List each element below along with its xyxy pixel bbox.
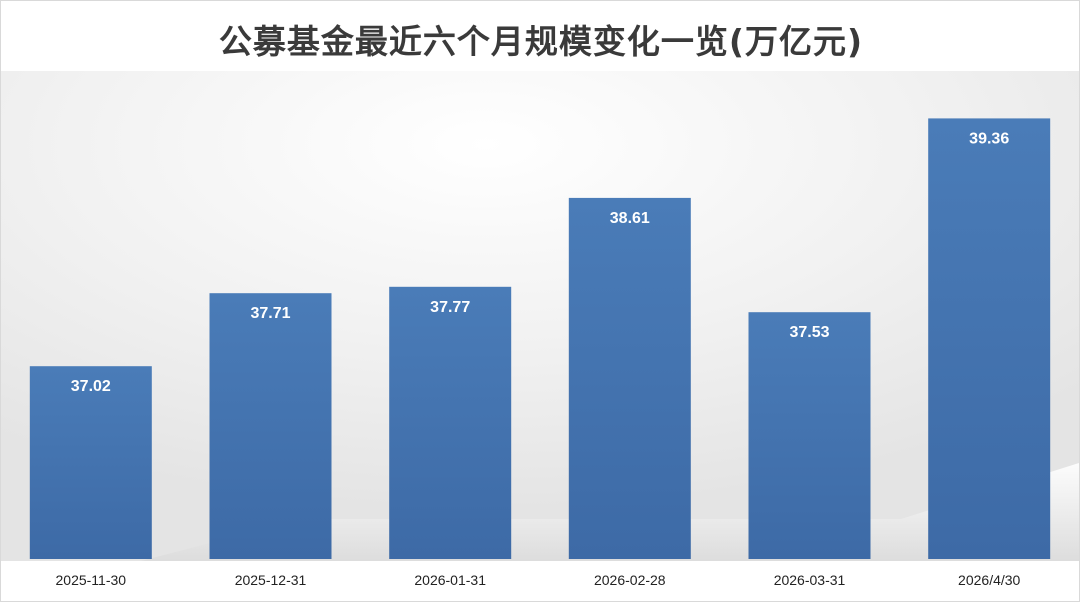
bar-value-label: 38.61: [610, 210, 650, 227]
bar-2026/4/30: [928, 118, 1051, 560]
bar-value-labels: 37.02 37.71 37.77 38.61 37.53 39.36: [71, 130, 1010, 395]
x-tick-label: 2026/4/30: [958, 572, 1020, 588]
plot-background: [1, 71, 1079, 561]
x-tick-label: 2026-02-28: [594, 572, 666, 588]
bar-2025-12-31: [209, 293, 332, 559]
x-tick-label: 2025-11-30: [56, 572, 127, 588]
bar-value-label: 37.77: [430, 299, 470, 316]
bar-2026-03-31: [748, 312, 871, 559]
x-tick-label: 2026-03-31: [774, 572, 846, 588]
bar-2026-01-31: [389, 286, 512, 559]
x-tick-label: 2025-12-31: [235, 572, 307, 588]
bar-value-label: 39.36: [969, 130, 1009, 147]
chart-title: 公募基金最近六个月规模变化一览(万亿元): [218, 22, 864, 61]
x-axis-tick-labels: 2025-11-30 2025-12-31 2026-01-31 2026-02-28…: [56, 572, 1021, 588]
bar-value-label: 37.71: [250, 305, 290, 322]
bar-value-label: 37.53: [789, 324, 829, 341]
x-tick-label: 2026-01-31: [414, 572, 486, 588]
bar-series: [29, 118, 1051, 560]
bar-value-label: 37.02: [71, 378, 111, 395]
bar-2026-02-28: [568, 197, 691, 559]
bar-2025-11-30: [29, 366, 152, 559]
